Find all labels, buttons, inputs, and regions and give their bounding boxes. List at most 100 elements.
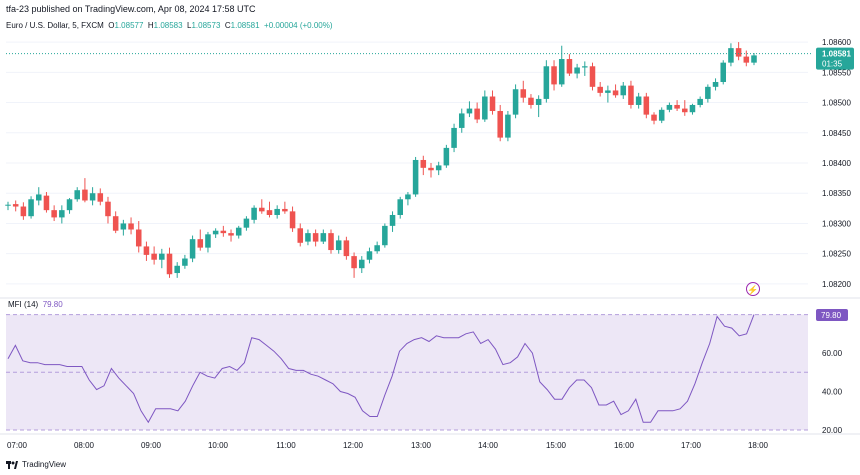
- close-label: C: [224, 21, 231, 30]
- candle: [589, 62, 596, 91]
- candle: [197, 229, 204, 251]
- candle: [743, 50, 750, 67]
- candle: [566, 54, 573, 76]
- close-value: 1.08581: [230, 21, 260, 30]
- candle-body: [735, 48, 742, 57]
- candle: [97, 188, 104, 206]
- candle: [259, 199, 265, 214]
- candle-body: [551, 66, 557, 85]
- candle: [428, 163, 434, 178]
- candle-body: [266, 210, 273, 215]
- candle-body: [12, 204, 19, 207]
- candle-body: [189, 239, 196, 259]
- candle-body: [35, 194, 42, 201]
- price-badge-value: 1.08581: [822, 50, 851, 59]
- candle: [728, 43, 734, 67]
- candle: [212, 228, 219, 238]
- candle-body: [405, 194, 411, 200]
- candle-body: [643, 96, 650, 115]
- price-badge-countdown: 01:35: [822, 60, 843, 69]
- candle: [512, 84, 519, 119]
- candle: [735, 42, 742, 61]
- footer-brand: TradingView: [6, 460, 66, 469]
- candle: [66, 198, 73, 214]
- time-tick-label: 16:00: [614, 441, 635, 450]
- candle-body: [182, 258, 188, 266]
- candle-body: [328, 233, 334, 251]
- candle: [228, 229, 234, 242]
- candle-body: [635, 96, 642, 105]
- candle-body: [574, 67, 580, 74]
- candle: [74, 187, 80, 202]
- candle: [189, 235, 196, 263]
- candle-body: [335, 240, 342, 251]
- candle-body: [497, 111, 503, 138]
- mfi-badge-value: 79.80: [821, 311, 842, 320]
- candle: [28, 196, 34, 219]
- tradingview-logo-icon: [6, 460, 18, 469]
- candle: [682, 100, 688, 116]
- candle: [89, 187, 96, 206]
- time-tick-label: 09:00: [141, 441, 162, 450]
- candle-body: [305, 233, 311, 242]
- candle-body: [620, 85, 627, 96]
- lightning-icon[interactable]: ⚡: [746, 282, 760, 296]
- candle-body: [5, 204, 11, 206]
- change-value: +0.00004 (+0.00%): [264, 21, 333, 30]
- mfi-legend[interactable]: MFI (14) 79.80: [8, 300, 63, 309]
- price-tick-label: 1.08350: [822, 189, 851, 198]
- candle: [651, 112, 657, 125]
- candle-body: [51, 210, 57, 218]
- high-value: 1.08583: [153, 21, 183, 30]
- mfi-badge: [816, 309, 848, 321]
- candle-body: [143, 246, 150, 255]
- candle-body: [20, 206, 27, 217]
- axes-layer: 1.08600 1.08550 1.08500 1.08450 1.08400 1.083…: [0, 38, 860, 450]
- candle: [543, 60, 550, 103]
- candle: [482, 90, 488, 122]
- price-grid: [0, 41, 860, 299]
- candle-body: [451, 127, 457, 148]
- candle: [312, 229, 319, 247]
- candle: [143, 241, 150, 261]
- symbol-info-line: Euro / U.S. Dollar, 5, FXCM O1.08577 H1.…: [6, 21, 333, 30]
- open-label: O: [108, 21, 115, 30]
- candle-body: [420, 159, 427, 168]
- symbol-title[interactable]: Euro / U.S. Dollar, 5, FXCM: [6, 21, 104, 30]
- candle-body: [351, 256, 357, 269]
- candle: [305, 229, 311, 246]
- candle: [289, 206, 296, 232]
- candle-body: [251, 207, 257, 220]
- candle: [382, 223, 388, 248]
- candle: [528, 94, 534, 109]
- candle-body: [112, 216, 119, 231]
- candle-body: [374, 245, 380, 252]
- price-tick-label: 1.08200: [822, 280, 851, 289]
- candle-body: [443, 147, 450, 166]
- candle-body: [505, 114, 511, 138]
- candle-body: [397, 199, 403, 215]
- price-badge: [816, 47, 854, 70]
- candle: [458, 108, 465, 133]
- candle-body: [512, 89, 519, 115]
- time-tick-label: 15:00: [546, 441, 567, 450]
- candle: [235, 225, 242, 239]
- candle-body: [689, 104, 696, 113]
- time-tick-label: 08:00: [74, 441, 95, 450]
- candle: [574, 63, 580, 79]
- candle-body: [435, 165, 442, 171]
- candle: [59, 205, 65, 224]
- candle-body: [728, 48, 734, 63]
- candle-body: [312, 233, 319, 242]
- candle-body: [582, 66, 588, 68]
- candle-body: [705, 86, 711, 99]
- candle: [51, 205, 57, 222]
- mfi-tick-label: 40.00: [822, 388, 843, 397]
- candle-body: [235, 227, 242, 236]
- candle: [374, 241, 380, 254]
- candle: [535, 95, 542, 118]
- candle-body: [366, 251, 373, 260]
- candle-body: [197, 239, 204, 248]
- candle: [112, 211, 119, 234]
